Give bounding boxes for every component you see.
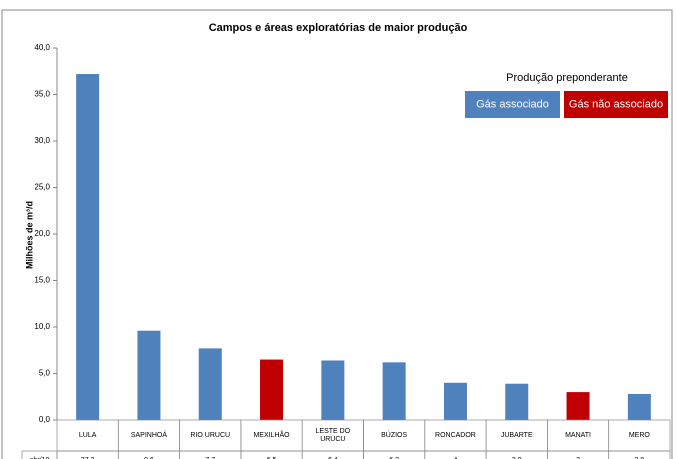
bar — [137, 330, 161, 420]
value-label: 6.2 — [364, 451, 425, 459]
bar — [443, 382, 467, 420]
bar — [382, 362, 406, 420]
legend-label: Gás não associado — [569, 98, 663, 110]
x-tick-label-box: BÚZIOS — [381, 431, 408, 439]
x-tick-label: LESTE DO URUCU — [315, 427, 351, 443]
legend-label: Gás associado — [476, 98, 549, 110]
x-tick-label-box: RIO URUCU — [190, 431, 231, 439]
x-tick-label-box: MANATI — [565, 431, 591, 439]
table-cell — [117, 450, 180, 459]
y-axis-label: Milhões de m³/d — [24, 201, 34, 269]
value-label: 9.6 — [118, 451, 179, 459]
table-cell — [363, 450, 426, 459]
value-label-box: 7.7 — [180, 451, 241, 459]
value-label-box: 6.5 — [241, 451, 302, 459]
table-row-label: abr/19 — [22, 451, 57, 459]
table-row-label-box: abr/19 — [22, 451, 57, 459]
x-tick-label: RIO URUCU — [190, 431, 231, 439]
table-cell — [485, 450, 548, 459]
value-label: 6.5 — [241, 451, 302, 459]
value-label-box: 3.9 — [486, 451, 547, 459]
x-tick-label-box: SAPINHOÁ — [130, 431, 168, 439]
value-label-box: 2.8 — [609, 451, 670, 459]
x-tick-label-box: LESTE DO URUCU — [315, 427, 351, 443]
y-tick-label: 30,0 — [34, 136, 50, 145]
x-tick-label-box: MEXILHÃO — [253, 431, 290, 439]
x-tick-label: JUBARTE — [500, 431, 533, 439]
x-tick-label-box: LULA — [78, 431, 97, 439]
y-tick-label: 0,0 — [39, 415, 51, 424]
table-cell — [56, 450, 119, 459]
x-tick-label: SAPINHOÁ — [130, 431, 168, 439]
value-label: 6.4 — [302, 451, 363, 459]
value-label: 7.7 — [180, 451, 241, 459]
y-tick-label: 5,0 — [39, 369, 51, 378]
value-label-box: 3 — [547, 451, 608, 459]
y-tick-label: 15,0 — [34, 276, 50, 285]
table-cell — [424, 450, 487, 459]
x-tick-label-box: JUBARTE — [500, 431, 533, 439]
x-tick-label-box: MERO — [628, 431, 650, 439]
value-label: 3.9 — [486, 451, 547, 459]
table-cell — [179, 450, 242, 459]
table-cell — [21, 450, 58, 459]
value-label: 2.8 — [609, 451, 670, 459]
chart-title: Campos e áreas exploratórias de maior pr… — [209, 22, 468, 34]
value-label-box: 6.4 — [302, 451, 363, 459]
x-tick-label: MANATI — [565, 431, 591, 439]
x-tick-label: LULA — [78, 431, 97, 439]
y-tick-label: 35,0 — [34, 90, 50, 99]
x-tick-label: BÚZIOS — [381, 431, 408, 439]
value-label: 37.2 — [57, 451, 118, 459]
bar — [321, 360, 345, 420]
x-tick-label: MERO — [628, 431, 650, 439]
x-tick-label: MEXILHÃO — [253, 431, 290, 439]
legend-title: Produção preponderante — [506, 72, 628, 84]
bar — [198, 348, 222, 420]
table-cell — [608, 450, 671, 459]
y-tick-label: 10,0 — [34, 322, 50, 331]
y-tick-label: 25,0 — [34, 183, 50, 192]
y-tick-label: 20,0 — [34, 229, 50, 238]
legend-swatch — [564, 91, 668, 118]
value-label-box: 9.6 — [118, 451, 179, 459]
x-tick-label: RONCADOR — [435, 431, 476, 439]
bar — [260, 359, 284, 420]
bar — [627, 393, 651, 420]
value-label-box: 4 — [425, 451, 486, 459]
value-label-box: 37.2 — [57, 451, 118, 459]
bar — [76, 74, 100, 420]
table-cell — [547, 450, 610, 459]
value-label-box: 6.2 — [364, 451, 425, 459]
y-tick-label: 40,0 — [34, 43, 50, 52]
value-label: 3 — [547, 451, 608, 459]
x-tick-label-box: RONCADOR — [435, 431, 476, 439]
bar — [566, 392, 590, 420]
table-cell — [301, 450, 364, 459]
value-label: 4 — [425, 451, 486, 459]
table-cell — [240, 450, 303, 459]
legend-swatch — [465, 91, 560, 118]
bar — [505, 383, 529, 420]
